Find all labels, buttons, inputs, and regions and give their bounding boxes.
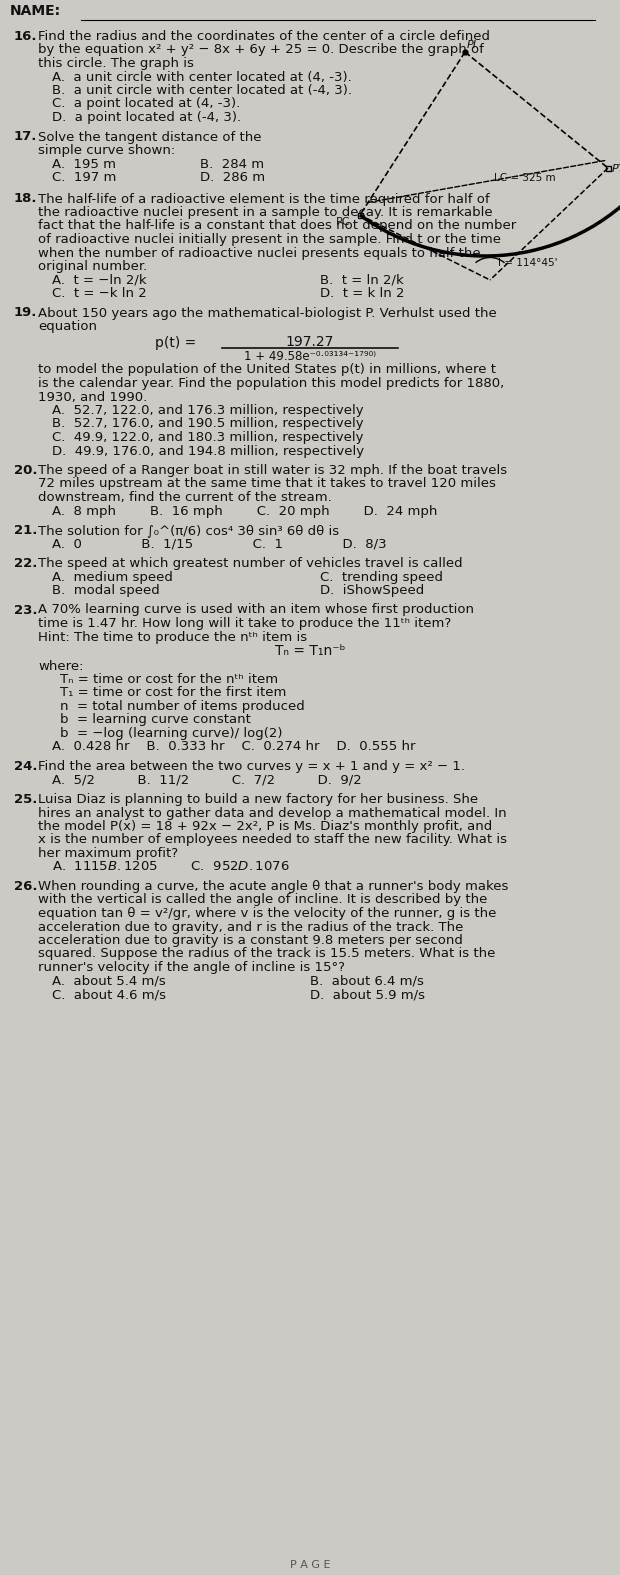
Text: D.  iShowSpeed: D. iShowSpeed xyxy=(320,584,424,597)
Text: p(t) =: p(t) = xyxy=(155,335,197,350)
Text: B.  about 6.4 m/s: B. about 6.4 m/s xyxy=(310,975,424,988)
Text: b  = −log (learning curve)/ log(2): b = −log (learning curve)/ log(2) xyxy=(60,728,283,740)
Text: acceleration due to gravity is a constant 9.8 meters per second: acceleration due to gravity is a constan… xyxy=(38,934,463,947)
Text: PI: PI xyxy=(467,39,477,50)
Text: of radioactive nuclei initially present in the sample. Find t or the time: of radioactive nuclei initially present … xyxy=(38,233,501,246)
Text: A.  about 5.4 m/s: A. about 5.4 m/s xyxy=(52,975,166,988)
Text: is the calendar year. Find the population this model predicts for 1880,: is the calendar year. Find the populatio… xyxy=(38,376,504,391)
Text: 20.: 20. xyxy=(14,465,37,477)
Text: C.  197 m: C. 197 m xyxy=(52,172,117,184)
Text: When rounding a curve, the acute angle θ that a runner's body makes: When rounding a curve, the acute angle θ… xyxy=(38,880,508,893)
Text: 1 + 49.58e⁻⁰·⁰³¹³⁴⁻¹⁷⁹⁰⁾: 1 + 49.58e⁻⁰·⁰³¹³⁴⁻¹⁷⁹⁰⁾ xyxy=(244,350,376,362)
Text: A.  0.428 hr    B.  0.333 hr    C.  0.274 hr    D.  0.555 hr: A. 0.428 hr B. 0.333 hr C. 0.274 hr D. 0… xyxy=(52,740,415,753)
Text: by the equation x² + y² − 8x + 6y + 25 = 0. Describe the graph of: by the equation x² + y² − 8x + 6y + 25 =… xyxy=(38,44,484,57)
Text: 25.: 25. xyxy=(14,792,37,806)
Text: T₁ = time or cost for the first item: T₁ = time or cost for the first item xyxy=(60,687,286,699)
Text: C.  about 4.6 m/s: C. about 4.6 m/s xyxy=(52,988,166,1002)
Text: A.  195 m: A. 195 m xyxy=(52,158,116,170)
Text: time is 1.47 hr. How long will it take to produce the 11ᵗʰ item?: time is 1.47 hr. How long will it take t… xyxy=(38,617,451,630)
Text: 22.: 22. xyxy=(14,558,37,570)
Text: C.  trending speed: C. trending speed xyxy=(320,570,443,583)
Text: simple curve shown:: simple curve shown: xyxy=(38,143,175,158)
Text: 24.: 24. xyxy=(14,761,37,773)
Text: Find the radius and the coordinates of the center of a circle defined: Find the radius and the coordinates of t… xyxy=(38,30,490,43)
Text: squared. Suppose the radius of the track is 15.5 meters. What is the: squared. Suppose the radius of the track… xyxy=(38,948,495,961)
Text: PC: PC xyxy=(336,217,350,227)
Text: C.  49.9, 122.0, and 180.3 million, respectively: C. 49.9, 122.0, and 180.3 million, respe… xyxy=(52,432,363,444)
Text: B.  52.7, 176.0, and 190.5 million, respectively: B. 52.7, 176.0, and 190.5 million, respe… xyxy=(52,417,363,430)
Text: 26.: 26. xyxy=(14,880,37,893)
Text: About 150 years ago the mathematical-biologist P. Verhulst used the: About 150 years ago the mathematical-bio… xyxy=(38,307,497,320)
Text: C.  t = −k ln 2: C. t = −k ln 2 xyxy=(52,287,147,299)
Text: Hint: The time to produce the nᵗʰ item is: Hint: The time to produce the nᵗʰ item i… xyxy=(38,630,307,644)
Text: C.  a point located at (4, -3).: C. a point located at (4, -3). xyxy=(52,98,241,110)
Text: D.  t = k ln 2: D. t = k ln 2 xyxy=(320,287,404,299)
Text: LC = 325 m: LC = 325 m xyxy=(494,173,556,183)
Text: to model the population of the United States p(t) in millions, where t: to model the population of the United St… xyxy=(38,364,496,376)
Text: equation tan θ = v²/gr, where v is the velocity of the runner, g is the: equation tan θ = v²/gr, where v is the v… xyxy=(38,907,497,920)
Text: 19.: 19. xyxy=(14,307,37,320)
Text: D.  286 m: D. 286 m xyxy=(200,172,265,184)
Text: The speed of a Ranger boat in still water is 32 mph. If the boat travels: The speed of a Ranger boat in still wate… xyxy=(38,465,507,477)
Text: hires an analyst to gather data and develop a mathematical model. In: hires an analyst to gather data and deve… xyxy=(38,806,507,819)
Text: Tₙ = time or cost for the nᵗʰ item: Tₙ = time or cost for the nᵗʰ item xyxy=(60,673,278,687)
Text: 72 miles upstream at the same time that it takes to travel 120 miles: 72 miles upstream at the same time that … xyxy=(38,477,496,490)
Bar xyxy=(358,213,363,217)
Text: 21.: 21. xyxy=(14,524,37,537)
Text: The half-life of a radioactive element is the time required for half of: The half-life of a radioactive element i… xyxy=(38,192,490,205)
Text: original number.: original number. xyxy=(38,260,148,272)
Text: Tₙ = T₁n⁻ᵇ: Tₙ = T₁n⁻ᵇ xyxy=(275,644,345,658)
Text: NAME:: NAME: xyxy=(10,5,61,17)
Text: Luisa Diaz is planning to build a new factory for her business. She: Luisa Diaz is planning to build a new fa… xyxy=(38,792,478,806)
Text: downstream, find the current of the stream.: downstream, find the current of the stre… xyxy=(38,491,332,504)
Text: I = 114°45': I = 114°45' xyxy=(498,258,557,268)
Text: D.  49.9, 176.0, and 194.8 million, respectively: D. 49.9, 176.0, and 194.8 million, respe… xyxy=(52,444,364,457)
Text: A.  a unit circle with center located at (4, -3).: A. a unit circle with center located at … xyxy=(52,71,352,83)
Text: when the number of radioactive nuclei presents equals to half the: when the number of radioactive nuclei pr… xyxy=(38,247,480,260)
Bar xyxy=(606,165,611,170)
Text: 17.: 17. xyxy=(14,131,37,143)
Text: x is the number of employees needed to staff the new facility. What is: x is the number of employees needed to s… xyxy=(38,833,507,846)
Text: acceleration due to gravity, and r is the radius of the track. The: acceleration due to gravity, and r is th… xyxy=(38,920,463,934)
Text: The speed at which greatest number of vehicles travel is called: The speed at which greatest number of ve… xyxy=(38,558,463,570)
Text: 16.: 16. xyxy=(14,30,37,43)
Text: B.  a unit circle with center located at (-4, 3).: B. a unit circle with center located at … xyxy=(52,83,352,98)
Text: D.  about 5.9 m/s: D. about 5.9 m/s xyxy=(310,988,425,1002)
Text: 197.27: 197.27 xyxy=(286,335,334,350)
Text: where:: where: xyxy=(38,660,84,673)
Text: fact that the half-life is a constant that does not depend on the number: fact that the half-life is a constant th… xyxy=(38,219,516,233)
Text: the radioactive nuclei present in a sample to decay. It is remarkable: the radioactive nuclei present in a samp… xyxy=(38,206,493,219)
Text: A.  52.7, 122.0, and 176.3 million, respectively: A. 52.7, 122.0, and 176.3 million, respe… xyxy=(52,405,363,417)
Text: the model P(x) = 18 + 92x − 2x², P is Ms. Diaz's monthly profit, and: the model P(x) = 18 + 92x − 2x², P is Ms… xyxy=(38,821,492,833)
Text: Solve the tangent distance of the: Solve the tangent distance of the xyxy=(38,131,262,143)
Text: B.  284 m: B. 284 m xyxy=(200,158,264,170)
Text: PT: PT xyxy=(612,164,620,173)
Text: B.  t = ln 2/k: B. t = ln 2/k xyxy=(320,274,404,287)
Text: 23.: 23. xyxy=(14,603,37,616)
Text: A.  medium speed: A. medium speed xyxy=(52,570,173,583)
Text: P A G E: P A G E xyxy=(290,1559,330,1570)
Text: A 70% learning curve is used with an item whose first production: A 70% learning curve is used with an ite… xyxy=(38,603,474,616)
Text: this circle. The graph is: this circle. The graph is xyxy=(38,57,194,69)
Text: A.  5/2          B.  11/2          C.  7/2          D.  9/2: A. 5/2 B. 11/2 C. 7/2 D. 9/2 xyxy=(52,773,361,786)
Text: B.  modal speed: B. modal speed xyxy=(52,584,160,597)
Text: The solution for ∫₀^(π/6) cos⁴ 3θ sin³ 6θ dθ is: The solution for ∫₀^(π/6) cos⁴ 3θ sin³ 6… xyxy=(38,524,339,537)
Text: A.  8 mph        B.  16 mph        C.  20 mph        D.  24 mph: A. 8 mph B. 16 mph C. 20 mph D. 24 mph xyxy=(52,504,437,518)
Text: Find the area between the two curves y = x + 1 and y = x² − 1.: Find the area between the two curves y =… xyxy=(38,761,465,773)
Text: 18.: 18. xyxy=(14,192,37,205)
Text: 1930, and 1990.: 1930, and 1990. xyxy=(38,391,148,403)
Text: her maximum profit?: her maximum profit? xyxy=(38,847,178,860)
Text: A.  0              B.  1/15              C.  1              D.  8/3: A. 0 B. 1/15 C. 1 D. 8/3 xyxy=(52,537,387,551)
Text: with the vertical is called the angle of incline. It is described by the: with the vertical is called the angle of… xyxy=(38,893,487,907)
Text: A.  t = −ln 2/k: A. t = −ln 2/k xyxy=(52,274,146,287)
Text: b  = learning curve constant: b = learning curve constant xyxy=(60,713,251,726)
Text: n  = total number of items produced: n = total number of items produced xyxy=(60,699,305,713)
Text: runner's velocity if the angle of incline is 15°?: runner's velocity if the angle of inclin… xyxy=(38,961,345,973)
Text: D.  a point located at (-4, 3).: D. a point located at (-4, 3). xyxy=(52,110,241,124)
Text: A.  $1115        B.  $1205        C.  $952        D.  $1076: A. $1115 B. $1205 C. $952 D. $1076 xyxy=(52,860,290,874)
Text: equation: equation xyxy=(38,320,97,332)
